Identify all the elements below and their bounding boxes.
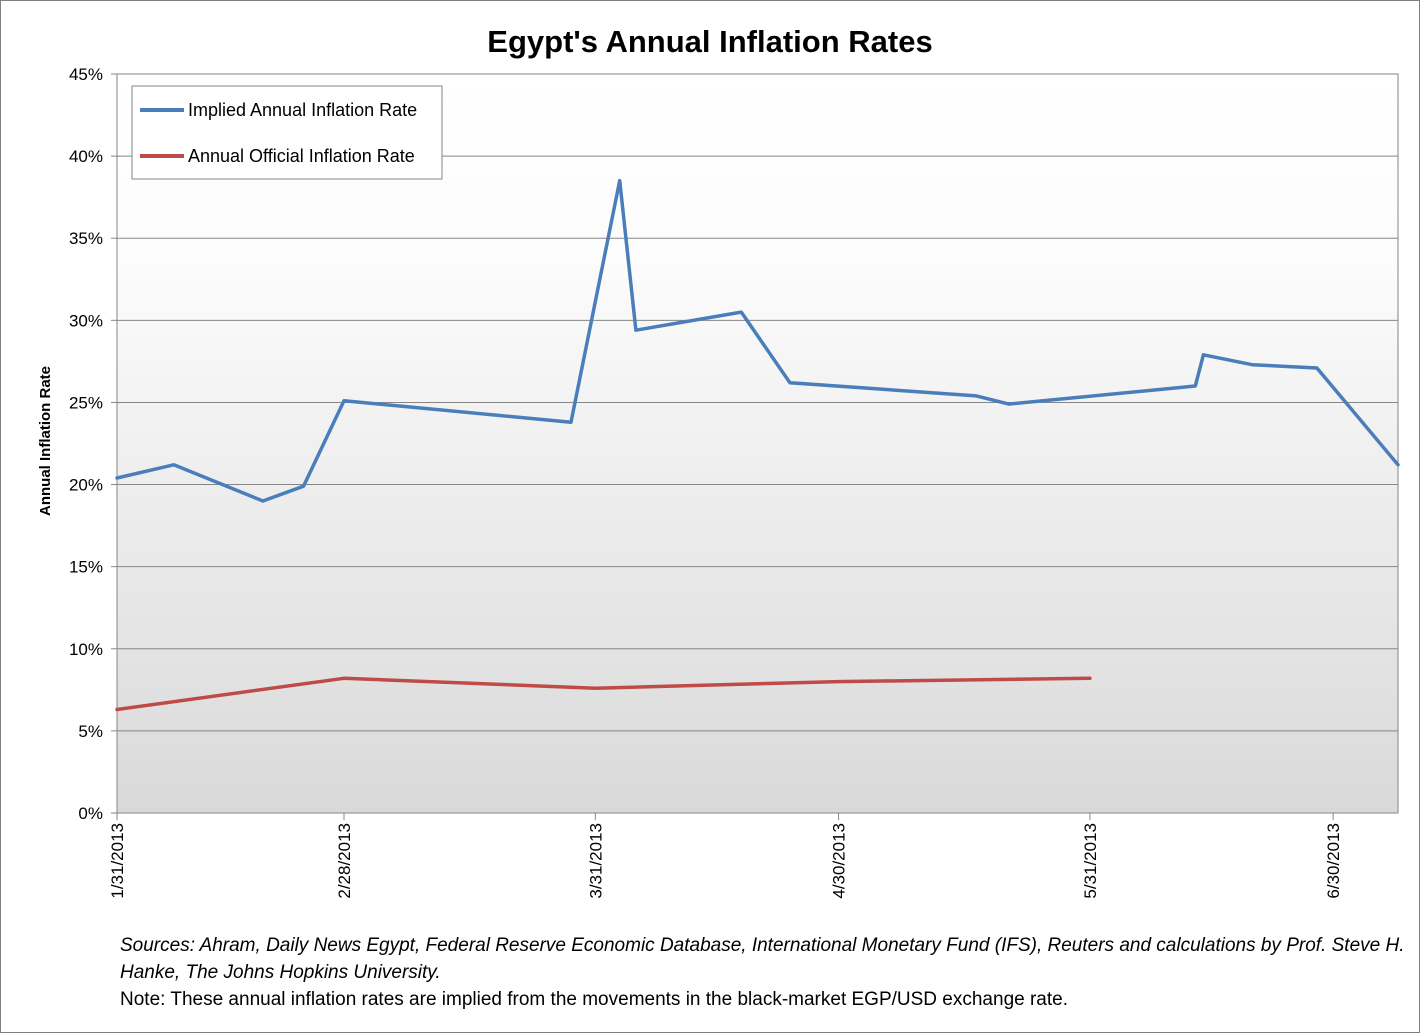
- x-tick-label: 3/31/2013: [586, 823, 605, 899]
- legend-label-official: Annual Official Inflation Rate: [188, 146, 415, 166]
- y-tick-label: 40%: [69, 147, 103, 166]
- legend-box: [131, 85, 443, 180]
- x-tick-label: 6/30/2013: [1324, 823, 1343, 899]
- x-tick-label: 4/30/2013: [830, 823, 849, 899]
- y-tick-label: 15%: [69, 558, 103, 577]
- x-tick-label: 1/31/2013: [108, 823, 127, 899]
- line-chart: Egypt's Annual Inflation Rates Annual In…: [37, 24, 1400, 899]
- grid-lines: [117, 73, 1398, 732]
- y-tick-label: 45%: [69, 65, 103, 84]
- x-axis-ticks: 1/31/2013 2/28/2013 3/31/2013 4/30/2013 5/31…: [108, 74, 1398, 899]
- legend-label-implied: Implied Annual Inflation Rate: [188, 100, 417, 120]
- footnote: Sources: Ahram, Daily News Egypt, Federa…: [120, 932, 1410, 1013]
- y-tick-label: 0%: [78, 804, 103, 823]
- footnote-sources: Sources: Ahram, Daily News Egypt, Federa…: [120, 935, 1405, 983]
- footnote-note: Note: These annual inflation rates are i…: [120, 989, 1068, 1010]
- y-tick-label: 30%: [69, 311, 103, 330]
- y-tick-label: 35%: [69, 229, 103, 248]
- x-tick-label: 2/28/2013: [335, 823, 354, 899]
- series-line-implied: [115, 178, 1400, 503]
- chart-title: Egypt's Annual Inflation Rates: [487, 24, 932, 59]
- legend: Implied Annual Inflation Rate Annual Off…: [131, 85, 443, 180]
- plot-area: [116, 73, 1399, 814]
- y-tick-label: 25%: [69, 393, 103, 412]
- y-tick-label: 20%: [69, 476, 103, 495]
- y-axis-ticks: 0% 5% 10% 15% 20% 25% 30% 35% 40% 45%: [69, 65, 117, 823]
- y-axis-label: Annual Inflation Rate: [37, 366, 54, 516]
- x-tick-label: 5/31/2013: [1081, 823, 1100, 899]
- y-tick-label: 5%: [78, 722, 103, 741]
- series-lines: [115, 178, 1400, 712]
- y-tick-label: 10%: [69, 640, 103, 659]
- series-line-official: [115, 676, 1092, 712]
